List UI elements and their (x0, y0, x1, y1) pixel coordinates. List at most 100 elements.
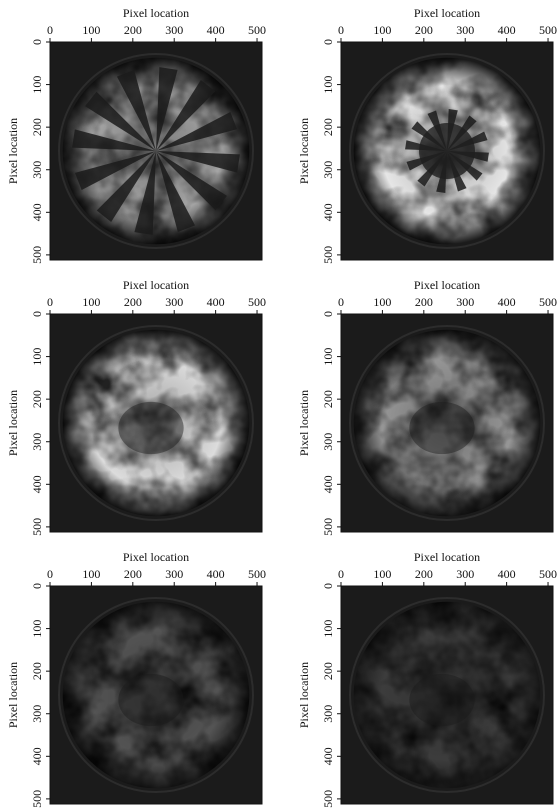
y-tick-label: 300 (30, 705, 44, 723)
y-tick-label: 100 (30, 76, 44, 94)
y-tick-label: 500 (321, 790, 335, 808)
dark-core (419, 123, 475, 179)
x-tick-label: 400 (498, 295, 516, 309)
dark-core (409, 401, 475, 455)
ring (348, 596, 546, 794)
y-tick-label: 400 (321, 203, 335, 221)
dark-wedge (156, 151, 227, 211)
x-tick-label: 0 (47, 23, 53, 37)
x-tick-label: 300 (456, 23, 474, 37)
frame (340, 41, 554, 261)
ring (57, 52, 255, 250)
x-tick-label: 100 (82, 23, 100, 37)
panel: Pixel location Pixel location 0 100 200 300 40… (6, 550, 266, 808)
y-tick-label: 200 (321, 390, 335, 408)
x-axis-label: Pixel location (123, 278, 189, 292)
panel: Pixel location Pixel location 0 100 200 300 40… (6, 278, 266, 536)
y-axis-label: Pixel location (6, 118, 20, 184)
y-axis-label: Pixel location (297, 662, 311, 728)
dark-wedge (96, 151, 156, 222)
y-tick-label: 0 (321, 583, 335, 589)
y-tick-label: 500 (30, 518, 44, 536)
dark-wedge (85, 91, 156, 151)
x-tick-label: 400 (498, 23, 516, 37)
x-tick-label: 400 (207, 567, 225, 581)
y-tick-label: 500 (321, 246, 335, 264)
x-axis-label: Pixel location (123, 6, 189, 20)
y-tick-label: 300 (321, 705, 335, 723)
y-tick-label: 0 (321, 311, 335, 317)
x-axis-label: Pixel location (414, 6, 480, 20)
y-tick-label: 200 (321, 118, 335, 136)
x-tick-label: 500 (248, 295, 266, 309)
y-tick-label: 0 (321, 39, 335, 45)
dark-wedge (156, 80, 216, 151)
y-tick-label: 500 (30, 790, 44, 808)
ring (57, 596, 255, 794)
speckle-texture (353, 329, 541, 517)
x-tick-label: 500 (539, 567, 557, 581)
x-tick-label: 200 (124, 567, 142, 581)
y-tick-label: 100 (30, 348, 44, 366)
x-tick-label: 200 (124, 23, 142, 37)
y-tick-label: 400 (30, 747, 44, 765)
x-tick-label: 200 (415, 295, 433, 309)
x-tick-label: 200 (415, 567, 433, 581)
x-tick-label: 100 (373, 567, 391, 581)
y-tick-label: 200 (321, 662, 335, 680)
x-tick-label: 500 (248, 567, 266, 581)
y-tick-label: 0 (30, 583, 44, 589)
dark-wedge (116, 69, 156, 151)
y-tick-label: 500 (30, 246, 44, 264)
y-tick-label: 100 (321, 76, 335, 94)
dark-wedge (74, 151, 156, 191)
speckle-texture (62, 601, 250, 789)
x-tick-label: 100 (82, 567, 100, 581)
dark-wedge (134, 151, 156, 235)
frame (49, 313, 263, 533)
y-tick-label: 300 (321, 161, 335, 179)
x-tick-label: 100 (373, 23, 391, 37)
x-tick-label: 0 (338, 295, 344, 309)
dark-wedge (72, 129, 156, 151)
panel: Pixel location Pixel location 0 100 200 300 40… (297, 6, 557, 264)
x-tick-label: 300 (165, 23, 183, 37)
x-axis-label: Pixel location (123, 550, 189, 564)
y-axis-label: Pixel location (6, 662, 20, 728)
x-tick-label: 100 (373, 295, 391, 309)
y-axis-label: Pixel location (297, 390, 311, 456)
x-tick-label: 200 (124, 295, 142, 309)
x-tick-label: 400 (207, 295, 225, 309)
x-tick-label: 500 (539, 295, 557, 309)
x-tick-label: 0 (47, 567, 53, 581)
x-axis-label: Pixel location (414, 278, 480, 292)
ring (348, 324, 546, 522)
y-tick-label: 100 (321, 620, 335, 638)
y-tick-label: 300 (321, 433, 335, 451)
y-tick-label: 400 (321, 747, 335, 765)
panel: Pixel location Pixel location 0 100 200 300 40… (6, 6, 266, 264)
frame (340, 313, 554, 533)
y-tick-label: 200 (30, 662, 44, 680)
x-tick-label: 0 (338, 567, 344, 581)
dark-wedge (156, 151, 240, 173)
x-tick-label: 100 (82, 295, 100, 309)
y-tick-label: 0 (30, 39, 44, 45)
dark-wedge (156, 151, 196, 233)
dark-core (409, 673, 475, 727)
speckle-texture (353, 601, 541, 789)
y-tick-label: 400 (30, 203, 44, 221)
dark-wedge (156, 67, 178, 151)
x-tick-label: 300 (165, 567, 183, 581)
panel: Pixel location Pixel location 0 100 200 300 40… (297, 278, 557, 536)
ring (348, 52, 546, 250)
x-tick-label: 300 (456, 567, 474, 581)
speckle-texture (62, 329, 250, 517)
y-tick-label: 200 (30, 390, 44, 408)
y-tick-label: 300 (30, 433, 44, 451)
x-tick-label: 300 (165, 295, 183, 309)
ring (57, 324, 255, 522)
x-tick-label: 500 (539, 23, 557, 37)
